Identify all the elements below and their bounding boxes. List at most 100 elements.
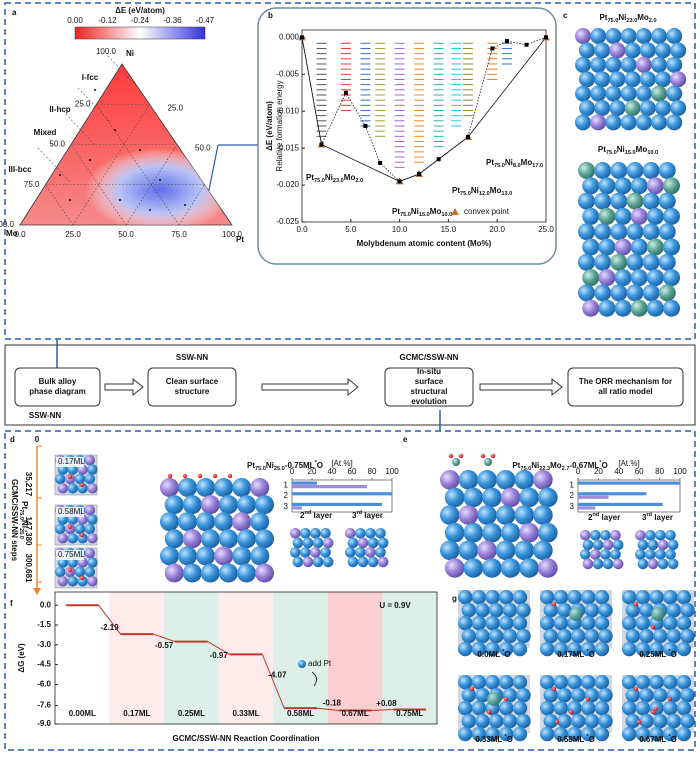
atom [516,713,531,729]
atom [471,726,487,742]
atom [614,207,632,225]
annotation: Pt75.0Ni12.0Mo13.0 [452,186,512,197]
atom [375,547,386,558]
atom [620,28,637,44]
workflow-step: Clean surface structure [166,377,219,396]
atom [87,533,98,544]
layer-label: 2nd layer [588,512,620,522]
atom [575,114,591,131]
panel-label: d [10,435,15,444]
atom [646,177,664,195]
atom [232,512,252,532]
atom [178,546,198,566]
y-tick-label: -0.005 [276,69,299,78]
atom [543,687,558,703]
atom [666,628,682,644]
workflow-box [147,367,237,407]
atom [594,284,612,302]
atom [626,284,644,302]
oxygen-atom [551,601,557,607]
workflow-method: GCMC/SSW-NN [400,353,459,362]
atom [602,558,614,570]
y-tick-label: -6.0 [37,680,51,689]
structure-title: Pt75.0Ni25.0-0.75ML*O [247,460,323,472]
adsorbate [487,692,501,706]
atom [642,192,660,210]
atom [663,675,678,690]
atom [580,549,591,560]
atom [553,675,569,690]
atom [575,56,591,73]
step-connector [207,641,230,655]
x-axis-label: GCMC/SSW-NN Reaction Coordination [173,734,320,743]
x-tick-label: 0 [576,467,581,476]
atom [590,85,607,102]
atom [646,207,664,225]
oxygen-atom [480,453,486,459]
x-tick-label: 100 [673,467,687,476]
atom [519,487,539,508]
atom [651,28,667,44]
atom [635,615,651,631]
step-connector [316,707,339,712]
atom [581,700,596,716]
atom [594,192,612,210]
atom [663,238,680,256]
steps-label: 147,380 [24,517,33,546]
atom [540,615,555,631]
y-tick-label: 2 [570,491,575,500]
ternary-gridline [45,184,74,226]
x-tick-label: 5.0 [345,225,357,234]
atom [471,615,487,631]
atom [584,602,600,618]
oxygen-atom [667,696,673,702]
atom [635,85,652,102]
atom [614,299,632,317]
atom [553,590,569,605]
atom [310,528,321,539]
atom [570,713,586,729]
atom [663,207,680,225]
atom [160,512,179,532]
x-tick-label: 0.33ML [232,709,259,718]
adsorbate [484,458,492,466]
atom [347,556,359,568]
atom [232,546,252,566]
x-axis-label: [At.%] [618,459,639,468]
ternary-gridline [72,104,150,226]
x-tick-label: 0.58ML [287,709,314,718]
atom [590,530,601,541]
y-axis-label: Relative formation energy [275,80,284,171]
atom [594,42,611,59]
atom [667,558,679,570]
atom [533,470,553,490]
atom [598,207,616,225]
atom [609,42,626,59]
panel-label: a [12,8,17,17]
oxygen-atom [197,473,203,479]
atom [214,512,234,532]
coverage-band [109,592,165,724]
atom [635,549,646,560]
atom [567,726,582,742]
sample-point [59,174,61,176]
atom [649,726,664,742]
atom [232,478,252,497]
axis-tick-label: 100.0 [96,47,117,56]
atom [519,558,539,578]
pt-atom [298,660,306,668]
atom [624,42,641,59]
atom [614,238,632,256]
atom [196,512,216,532]
atom [196,546,216,566]
atom [663,615,678,631]
atom [594,253,612,271]
y-tick-label: -0.025 [276,217,299,226]
atom [499,641,514,657]
workflow-arrow [104,377,144,397]
y-axis-label: ΔE (eV/atom) [265,101,274,151]
x-tick-label: 80 [368,467,377,476]
axis-tick-label: 25.0 [65,230,81,239]
oxygen-atom [636,719,642,725]
atom [635,114,652,131]
